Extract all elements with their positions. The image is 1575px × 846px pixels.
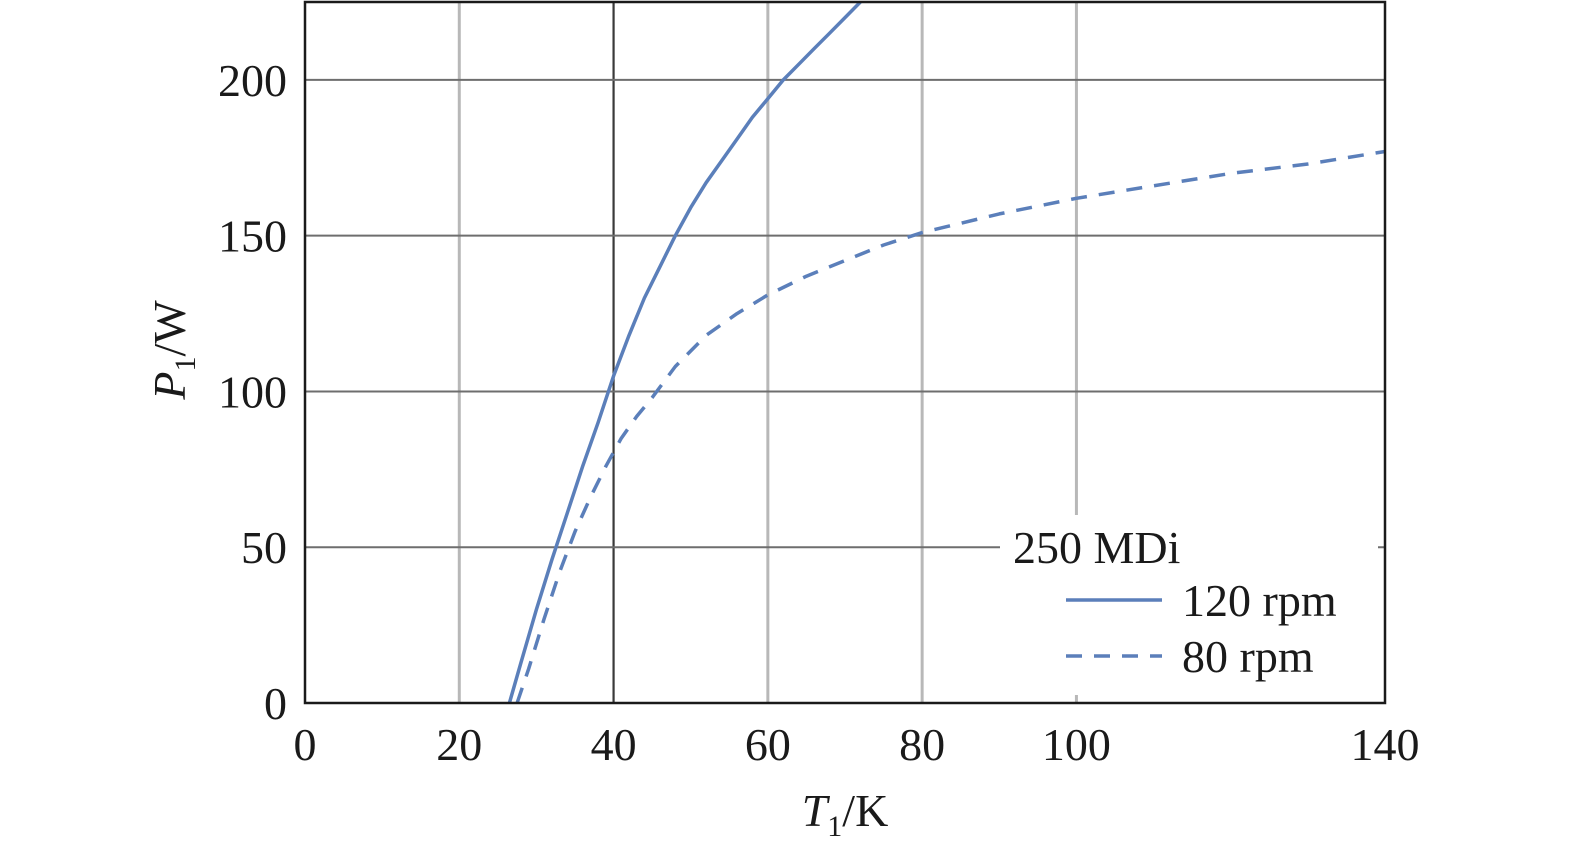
grid: [305, 2, 1385, 703]
x-tick-label: 140: [1351, 719, 1420, 770]
series-line-120-rpm: [507, 0, 862, 704]
x-tick-label: 0: [294, 719, 317, 770]
y-tick-label: 0: [264, 678, 287, 729]
series-lines: [507, 0, 1386, 704]
x-tick-label: 20: [436, 719, 482, 770]
x-tick-label: 80: [899, 719, 945, 770]
y-tick-label: 100: [218, 366, 287, 417]
x-tick-label: 100: [1042, 719, 1111, 770]
plot-frame: [303, 0, 1387, 705]
y-tick-label: 50: [241, 522, 287, 573]
legend-label: 80 rpm: [1182, 631, 1314, 682]
y-tick-label: 150: [218, 211, 287, 262]
tick-labels: 0 20 40 60 80 100 140 0 50 100 150 200: [218, 55, 1420, 770]
legend-label: 120 rpm: [1182, 575, 1337, 626]
legend-title: 250 MDi: [1013, 522, 1180, 573]
x-axis-label: T1/K: [802, 785, 889, 843]
x-tick-label: 60: [745, 719, 791, 770]
y-axis-label: P1/W: [144, 300, 202, 401]
y-tick-label: 200: [218, 55, 287, 106]
axis-labels: T1/K P1/W: [144, 300, 888, 843]
series-line-80-rpm: [515, 149, 1386, 704]
x-tick-label: 40: [591, 719, 637, 770]
legend-background: [1000, 515, 1378, 695]
